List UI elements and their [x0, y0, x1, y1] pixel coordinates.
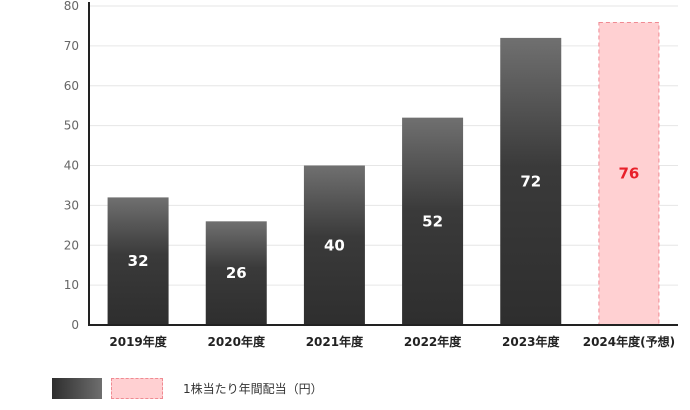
legend: 1株当たり年間配当（円） [52, 377, 323, 399]
bars: 32 26 40 52 72 76 [107, 21, 660, 326]
legend-swatch-actual [52, 377, 102, 399]
y-tick-label: 10 [64, 278, 79, 292]
x-category-label: 2021年度 [306, 334, 364, 349]
bar-value-label: 52 [422, 212, 443, 230]
x-axis-labels: 2019年度 2020年度 2021年度 2022年度 2023年度 2024年度(予想) [109, 334, 675, 349]
y-tick-label: 30 [64, 198, 79, 212]
bar [205, 221, 267, 325]
legend-swatch-forecast [111, 377, 163, 399]
bar [107, 197, 169, 325]
bar [500, 37, 562, 326]
y-tick-label: 80 [64, 0, 79, 13]
bar-forecast [598, 21, 660, 325]
bar-value-label: 32 [128, 252, 149, 270]
y-tick-label: 20 [64, 238, 79, 252]
x-category-label: 2024年度(予想) [583, 334, 675, 349]
grid-lines [89, 5, 678, 286]
bar [402, 117, 464, 326]
y-tick-label: 70 [64, 39, 79, 53]
x-category-label: 2022年度 [404, 334, 462, 349]
y-tick-label: 50 [64, 119, 79, 133]
x-category-label: 2020年度 [208, 334, 266, 349]
y-tick-label: 40 [64, 159, 79, 173]
legend-label: 1株当たり年間配当（円） [183, 381, 323, 396]
dividend-bar-chart: 0 10 20 30 40 50 60 70 80 32 26 40 52 72 76 2019年度 202… [64, 0, 678, 349]
x-category-label: 2019年度 [109, 334, 167, 349]
y-tick-label: 0 [71, 318, 79, 332]
bar [303, 165, 365, 325]
bar-value-label: 26 [226, 264, 247, 282]
bar-value-label: 76 [618, 164, 639, 182]
y-tick-label: 60 [64, 79, 79, 93]
y-axis-ticks: 0 10 20 30 40 50 60 70 80 [64, 0, 79, 332]
bar-value-label: 72 [520, 172, 541, 190]
bar-value-label: 40 [324, 236, 345, 254]
x-category-label: 2023年度 [502, 334, 560, 349]
